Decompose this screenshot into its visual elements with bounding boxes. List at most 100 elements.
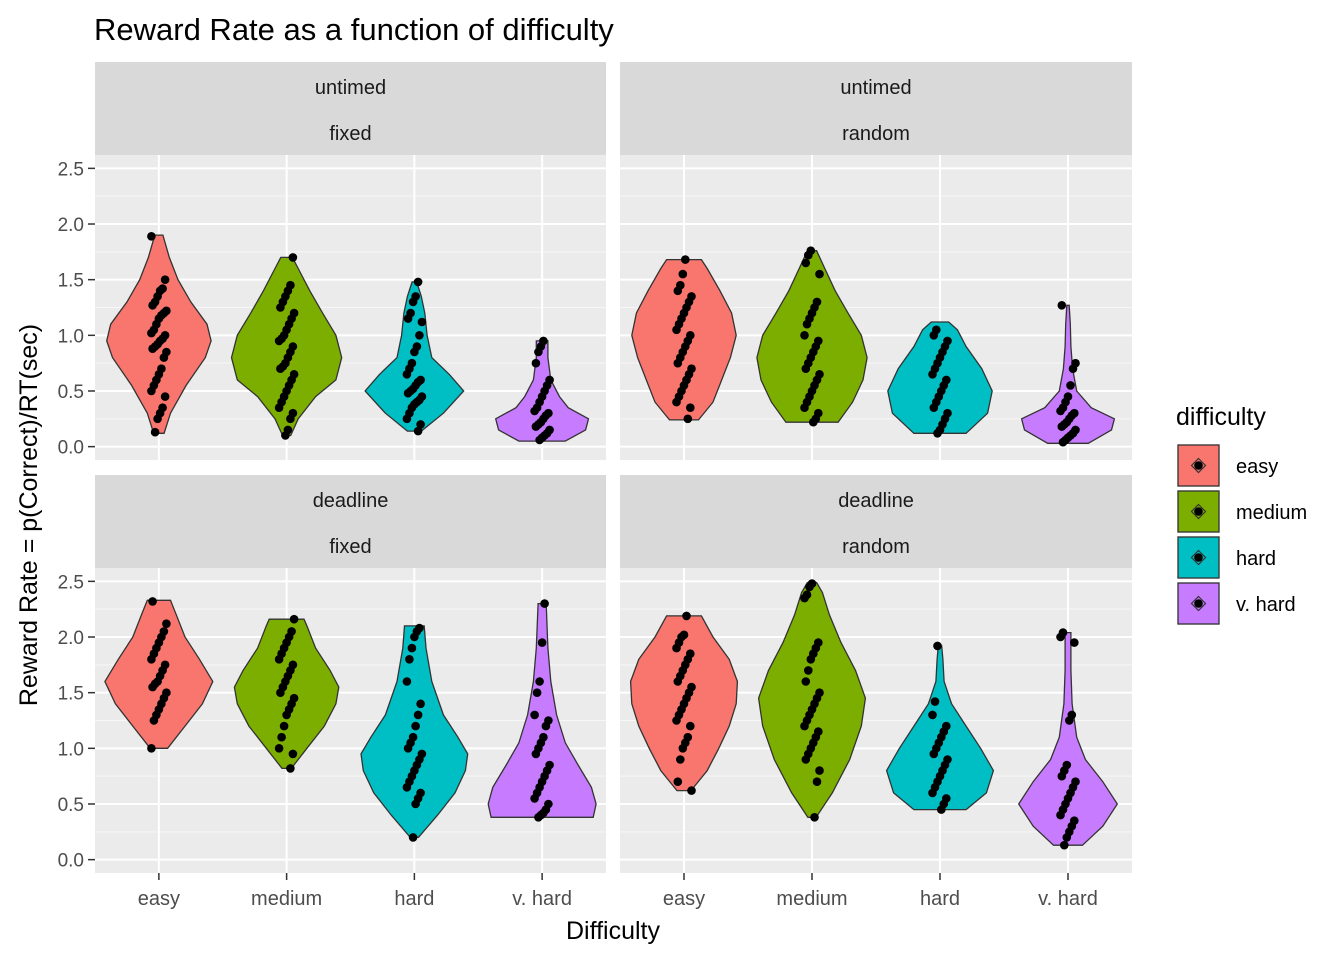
- legend-label: easy: [1236, 456, 1278, 478]
- x-tick-label: easy: [138, 888, 180, 910]
- data-point: [530, 794, 539, 803]
- data-point: [1060, 840, 1069, 850]
- data-point: [1056, 406, 1065, 416]
- facet-strip-label-top: deadline: [838, 490, 914, 512]
- data-point: [149, 716, 159, 725]
- x-tick-label: easy: [663, 888, 705, 910]
- data-point: [800, 403, 809, 413]
- data-point: [535, 677, 544, 686]
- facet-strip: [95, 62, 606, 155]
- data-point: [933, 429, 942, 438]
- data-point: [147, 744, 156, 753]
- x-tick-label: medium: [776, 888, 847, 910]
- data-point: [286, 764, 295, 773]
- data-point: [147, 386, 156, 396]
- data-point: [160, 275, 170, 285]
- panel-untimed-fixed: untimed fixed 0.0 0.5 1.0 1.5 2.0 2.5: [58, 62, 606, 460]
- data-point: [1057, 301, 1067, 310]
- data-point: [804, 666, 813, 675]
- legend-key-diamond: [1190, 595, 1207, 612]
- data-point: [537, 638, 547, 647]
- y-tick-label: 2.5: [58, 159, 84, 180]
- data-point: [402, 414, 412, 424]
- facet-strip-label-bottom: fixed: [329, 536, 371, 558]
- violin-hard: [887, 321, 993, 434]
- panel-deadline-fixed: deadline fixed 0.0 0.5 1.0 1.5 2.0 2.5 easy mediu…: [58, 475, 606, 910]
- data-point: [413, 426, 423, 436]
- data-point: [417, 317, 427, 327]
- data-point: [804, 250, 813, 260]
- data-point: [810, 813, 819, 822]
- data-point: [405, 655, 414, 664]
- violin-vhard: [1020, 304, 1116, 444]
- data-point: [801, 258, 811, 268]
- y-tick-label: 2.0: [58, 628, 84, 649]
- data-point: [681, 255, 690, 264]
- facet-strip: [620, 62, 1132, 155]
- data-point: [411, 721, 420, 731]
- data-point: [1058, 437, 1068, 447]
- data-point: [531, 358, 541, 368]
- violin-vhard: [487, 602, 597, 818]
- legend-key-point: [1194, 507, 1203, 516]
- data-point: [281, 431, 290, 440]
- data-point: [809, 417, 818, 427]
- legend-title: difficulty: [1176, 403, 1266, 431]
- data-point: [1066, 381, 1075, 390]
- legend-key-easy: easy: [1177, 444, 1278, 487]
- data-point: [815, 269, 824, 279]
- data-point: [274, 336, 284, 346]
- data-point: [801, 364, 811, 374]
- x-tick-label: hard: [920, 888, 960, 910]
- data-point: [148, 344, 157, 354]
- data-point: [678, 269, 688, 279]
- data-point: [408, 833, 418, 842]
- data-point: [279, 721, 289, 731]
- y-tick-label: 1.0: [58, 326, 84, 347]
- data-point: [532, 688, 542, 697]
- data-point: [937, 805, 946, 814]
- data-point: [277, 732, 286, 742]
- data-point: [1068, 364, 1078, 374]
- data-point: [672, 397, 681, 407]
- data-point: [672, 325, 681, 335]
- data-point: [928, 788, 937, 798]
- data-point: [410, 632, 419, 642]
- data-point: [812, 777, 822, 786]
- data-point: [673, 777, 683, 786]
- data-point: [929, 749, 939, 759]
- data-point: [274, 655, 284, 664]
- data-point: [288, 253, 298, 262]
- facet-strip-label-bottom: fixed: [329, 123, 371, 145]
- data-point: [687, 786, 696, 795]
- data-point: [147, 232, 156, 241]
- panel-untimed-random: untimed random: [620, 62, 1132, 460]
- data-point: [403, 388, 413, 398]
- y-tick-label: 1.5: [58, 271, 84, 292]
- x-axis-title: Difficulty: [566, 917, 661, 945]
- data-point: [413, 277, 423, 287]
- data-point: [541, 721, 551, 731]
- legend-key-vhard: v. hard: [1177, 582, 1296, 625]
- data-point: [411, 799, 420, 809]
- data-point: [678, 744, 688, 753]
- data-point: [159, 353, 169, 362]
- data-point: [150, 427, 160, 437]
- violin-medium: [233, 618, 340, 770]
- y-tick-label: 1.0: [58, 739, 84, 760]
- y-tick-label: 0.0: [58, 851, 84, 872]
- facet-strip-label-top: untimed: [840, 77, 911, 99]
- data-point: [805, 582, 814, 592]
- data-point: [1070, 638, 1079, 647]
- data-point: [282, 710, 291, 720]
- data-point: [800, 593, 809, 603]
- y-axis-title: Reward Rate = p(Correct)/RT(sec): [15, 324, 43, 706]
- data-point: [686, 721, 695, 731]
- data-point: [402, 783, 412, 792]
- violin-medium: [230, 256, 343, 437]
- data-point: [806, 655, 816, 664]
- data-point: [929, 403, 939, 413]
- data-point: [415, 331, 424, 340]
- data-point: [686, 403, 695, 413]
